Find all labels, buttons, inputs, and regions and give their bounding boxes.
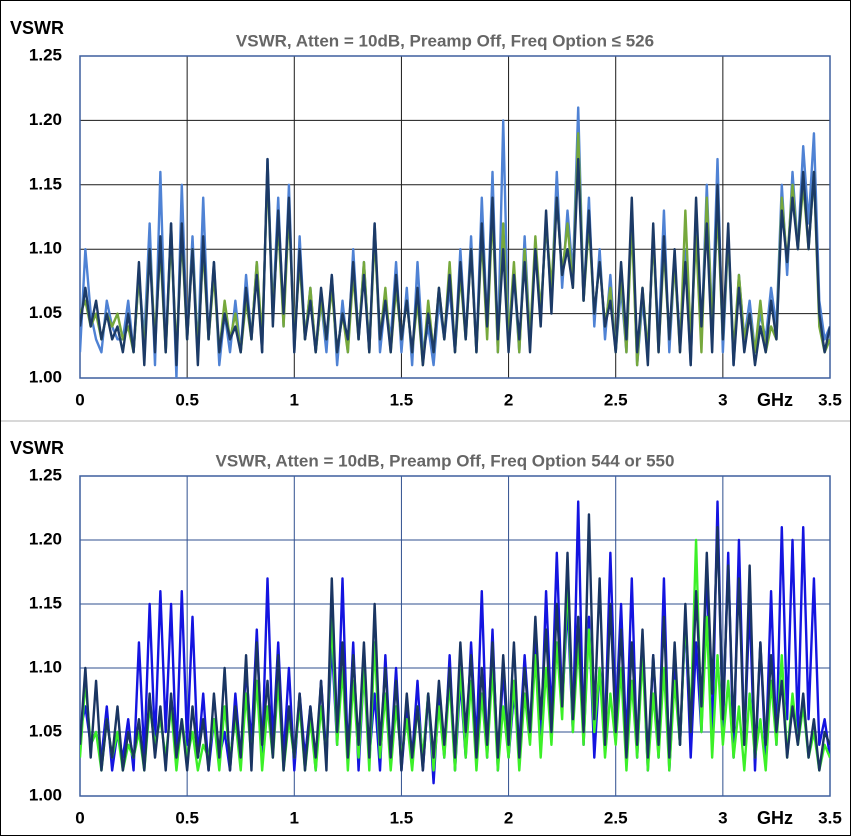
y-tick-label: 1.00 [29, 785, 62, 804]
y-tick-label: 1.20 [29, 110, 62, 129]
series-line [80, 538, 830, 772]
x-tick-label: 1 [290, 390, 299, 409]
x-tick-label: 2.5 [604, 390, 628, 409]
y-tick-label: 1.10 [29, 239, 62, 258]
x-tick-label: 0 [75, 390, 84, 409]
x-tick-label: 0 [75, 808, 84, 827]
x-tick-label: 3 [718, 808, 727, 827]
x-tick-label: 1.5 [390, 390, 414, 409]
plot-border [79, 55, 831, 379]
x-tick-label: 0.5 [175, 808, 199, 827]
y-tick-label: 1.15 [29, 593, 62, 612]
x-tick-label: 3.5 [818, 390, 842, 409]
x-tick-label: 2 [504, 808, 513, 827]
x-tick-label: 0.5 [175, 390, 199, 409]
x-axis-label: GHz [757, 808, 793, 828]
y-axis-label: VSWR [10, 18, 64, 38]
series-line [80, 157, 830, 367]
y-tick-label: 1.05 [29, 721, 62, 740]
y-tick-label: 1.25 [29, 45, 62, 64]
y-tick-label: 1.05 [29, 303, 62, 322]
y-tick-label: 1.20 [29, 529, 62, 548]
chart-title: VSWR, Atten = 10dB, Preamp Off, Freq Opt… [216, 451, 675, 470]
x-tick-label: 3 [718, 390, 727, 409]
x-tick-label: 2 [504, 390, 513, 409]
x-tick-label: 2.5 [604, 808, 628, 827]
x-axis-label: GHz [757, 390, 793, 410]
y-tick-label: 1.15 [29, 174, 62, 193]
y-axis-label: VSWR [10, 438, 64, 458]
y-tick-label: 1.10 [29, 657, 62, 676]
series-line [80, 513, 830, 772]
x-tick-label: 1.5 [390, 808, 414, 827]
x-tick-label: 3.5 [818, 808, 842, 827]
plot-border [79, 475, 831, 797]
y-tick-label: 1.00 [29, 367, 62, 386]
chart-title: VSWR, Atten = 10dB, Preamp Off, Freq Opt… [236, 31, 654, 50]
x-tick-label: 1 [290, 808, 299, 827]
y-tick-label: 1.25 [29, 465, 62, 484]
